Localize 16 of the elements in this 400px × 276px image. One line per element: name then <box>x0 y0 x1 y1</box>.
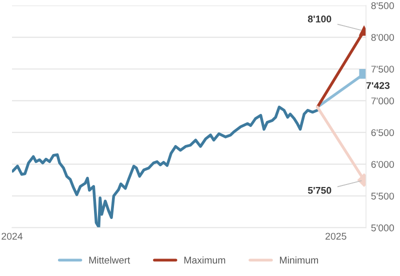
legend-label: Minimum <box>280 256 318 264</box>
legend-label: Mittelwert <box>89 256 130 264</box>
x-tick-label: 2024 <box>2 232 23 240</box>
y-tick-label: 7'500 <box>371 66 394 73</box>
data-label: 8'100 <box>308 16 332 22</box>
data-label: 7'423 <box>366 82 390 90</box>
y-tick-label: 6'000 <box>371 160 394 168</box>
y-tick-label: 8'000 <box>371 34 394 41</box>
y-tick-label: 5'000 <box>371 224 394 232</box>
y-tick-label: 8'500 <box>371 2 394 10</box>
y-tick-label: 6'500 <box>371 129 394 136</box>
legend-label: Maximum <box>184 256 226 264</box>
x-tick-label: 2025 <box>326 232 346 240</box>
y-tick-label: 7'000 <box>371 97 394 104</box>
data-label: 5'750 <box>308 186 332 194</box>
y-tick-label: 5'500 <box>371 192 394 200</box>
